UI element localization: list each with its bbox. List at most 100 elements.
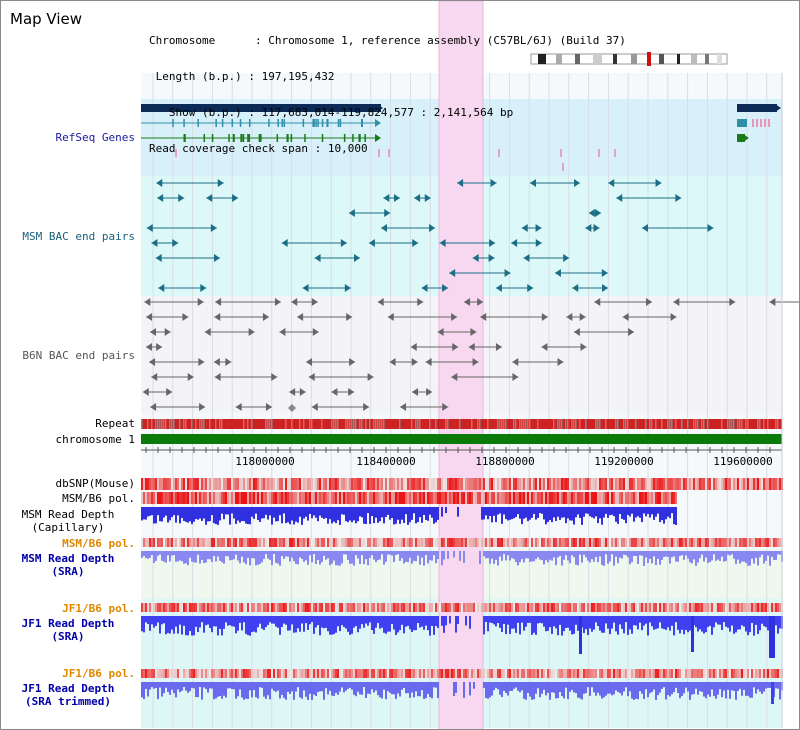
depth-bar xyxy=(653,551,655,557)
heat-cell xyxy=(461,538,463,547)
heat-cell xyxy=(505,478,507,490)
depth-bar xyxy=(593,682,595,693)
heat-cell xyxy=(573,538,575,547)
depth-bar xyxy=(345,682,347,691)
heat-cell xyxy=(209,538,211,547)
depth-bar xyxy=(171,551,173,556)
depth-bar xyxy=(245,507,247,524)
depth-bar xyxy=(655,551,657,566)
depth-bar xyxy=(743,551,745,562)
heat-cell xyxy=(697,478,699,490)
depth-bar xyxy=(301,682,303,699)
depth-bar xyxy=(573,616,575,634)
bac-end-marker xyxy=(411,358,418,366)
track-label-msm-depth-sra[interactable]: MSM Read Depth (SRA) xyxy=(1,552,135,578)
track-label-chromosome[interactable]: chromosome 1 xyxy=(55,433,135,446)
track-label-dbsnp[interactable]: dbSNP(Mouse) xyxy=(55,477,135,490)
bac-end-marker xyxy=(541,313,548,321)
heat-cell xyxy=(413,478,415,490)
depth-bar xyxy=(567,682,569,700)
depth-bar xyxy=(233,616,235,627)
depth-bar xyxy=(373,616,375,634)
depth-bar xyxy=(185,551,187,564)
track-label-jf1-depth-trim[interactable]: JF1 Read Depth (SRA trimmed) xyxy=(1,682,135,708)
heat-cell xyxy=(623,538,625,547)
track-label-msm-depth-cap[interactable]: MSM Read Depth (Capillary) xyxy=(1,508,135,534)
heat-cell xyxy=(459,538,461,547)
heat-cell xyxy=(295,669,297,678)
heat-cell xyxy=(553,478,555,490)
depth-bar xyxy=(441,551,443,566)
heat-cell xyxy=(671,538,673,547)
track-label-msm-b6-pol-2[interactable]: MSM/B6 pol. xyxy=(62,537,135,550)
depth-bar xyxy=(295,616,297,633)
depth-bar xyxy=(557,551,559,558)
depth-bar xyxy=(481,507,483,520)
heat-cell xyxy=(609,669,611,678)
heat-cell xyxy=(311,478,313,490)
track-label-repeat[interactable]: Repeat xyxy=(95,417,135,430)
heat-cell xyxy=(517,538,519,547)
heat-cell xyxy=(673,603,675,612)
heat-cell xyxy=(497,538,499,547)
heat-cell xyxy=(397,478,399,490)
heat-cell xyxy=(501,669,503,678)
depth-bar xyxy=(347,616,349,632)
heat-cell xyxy=(177,669,179,678)
depth-bar xyxy=(611,507,613,515)
depth-bar xyxy=(391,616,393,624)
heat-cell xyxy=(359,538,361,547)
heat-cell xyxy=(261,478,263,490)
bac-end-marker xyxy=(197,298,204,306)
depth-bar xyxy=(303,616,305,632)
depth-bar xyxy=(389,682,391,693)
depth-bar xyxy=(161,616,163,625)
depth-bar xyxy=(541,616,543,624)
heat-cell xyxy=(511,603,513,612)
track-label-msm-bac[interactable]: MSM BAC end pairs xyxy=(22,230,135,243)
heat-cell xyxy=(565,492,567,504)
heat-cell xyxy=(321,603,323,612)
depth-bar xyxy=(433,551,435,556)
heat-cell xyxy=(255,669,257,678)
track-label-jf1-depth-sra[interactable]: JF1 Read Depth (SRA) xyxy=(1,617,135,643)
heat-cell xyxy=(405,538,407,547)
track-label-msm-b6-pol[interactable]: MSM/B6 pol. xyxy=(62,492,135,505)
heat-cell xyxy=(683,669,685,678)
depth-bar xyxy=(585,682,587,693)
track-label-jf1-b6-pol-2[interactable]: JF1/B6 pol. xyxy=(62,667,135,680)
depth-bar xyxy=(549,551,551,560)
track-label-jf1-b6-pol[interactable]: JF1/B6 pol. xyxy=(62,602,135,615)
depth-bar xyxy=(387,507,389,515)
depth-bar xyxy=(195,551,197,563)
heat-cell xyxy=(481,603,483,612)
heat-cell xyxy=(353,603,355,612)
bac-end-marker xyxy=(156,179,163,187)
bac-end-marker xyxy=(198,358,205,366)
bac-end-marker xyxy=(472,358,479,366)
heat-cell xyxy=(485,603,487,612)
heat-cell xyxy=(447,478,449,490)
heat-cell xyxy=(329,478,331,490)
heat-cell xyxy=(361,669,363,678)
heat-cell xyxy=(655,492,657,504)
depth-bar xyxy=(685,616,687,630)
heat-cell xyxy=(453,478,455,490)
depth-bar xyxy=(325,616,327,628)
heat-cell xyxy=(283,478,285,490)
heat-cell xyxy=(609,603,611,612)
depth-bar xyxy=(655,507,657,517)
track-label-refseq[interactable]: RefSeq Genes xyxy=(55,131,135,144)
heat-cell xyxy=(401,603,403,612)
track-label-line1: JF1 Read Depth xyxy=(21,617,115,630)
depth-bar xyxy=(463,551,465,563)
heat-cell xyxy=(245,538,247,547)
repeat-element xyxy=(505,419,507,429)
depth-bar xyxy=(589,682,591,696)
heat-cell xyxy=(487,478,489,490)
heat-cell xyxy=(271,669,273,678)
track-label-b6n-bac[interactable]: B6N BAC end pairs xyxy=(22,349,135,362)
heat-cell xyxy=(379,538,381,547)
bac-end-marker xyxy=(580,343,587,351)
